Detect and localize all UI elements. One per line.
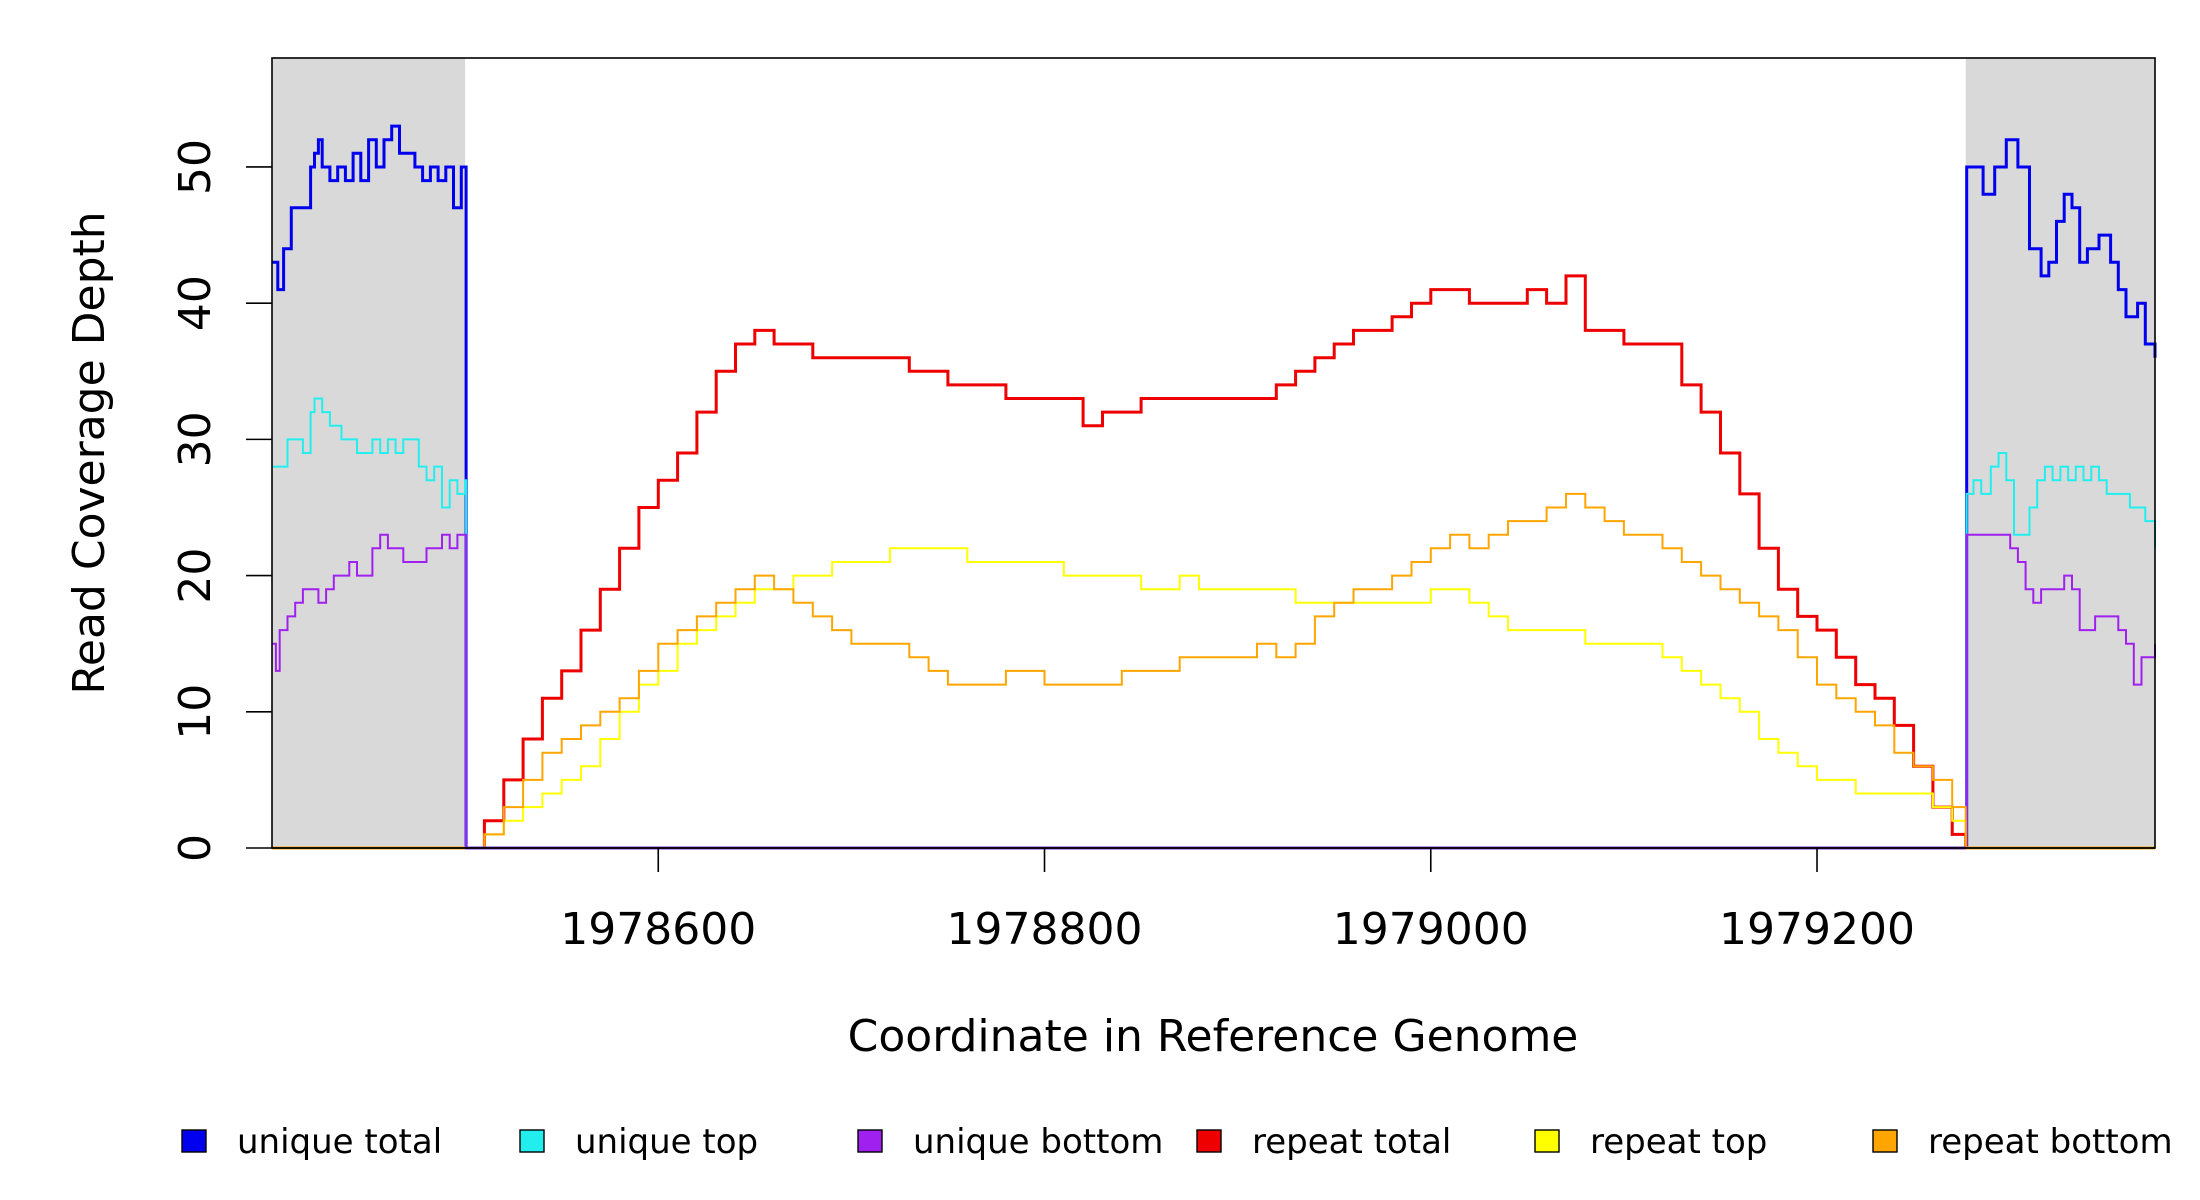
legend-swatch-repeat-total <box>1196 1129 1222 1153</box>
plot-frame <box>271 57 2156 849</box>
legend-swatch-unique-total <box>181 1129 207 1153</box>
shaded-regions <box>272 58 2155 848</box>
y-tick-label: 50 <box>170 139 221 195</box>
legend-label-repeat-top: repeat top <box>1590 1122 1767 1162</box>
x-axis: 1978600 1978800 1979000 1979200 <box>272 847 2155 955</box>
legend-swatch-unique-bottom <box>857 1129 883 1153</box>
x-tick-label: 1978600 <box>560 904 756 955</box>
shaded-region-2 <box>1965 58 2155 848</box>
series-lines <box>272 124 2157 850</box>
x-axis-title: Coordinate in Reference Genome <box>848 1011 1579 1062</box>
series-line-repeat-bottom <box>465 492 1967 849</box>
y-axis: 0 10 20 30 40 50 <box>170 139 272 862</box>
legend-label-unique-bottom: unique bottom <box>913 1122 1163 1162</box>
x-tick-label: 1979000 <box>1333 904 1529 955</box>
legend-swatch-repeat-top <box>1534 1129 1560 1153</box>
legend-swatch-unique-top <box>519 1129 545 1153</box>
legend-label-repeat-total: repeat total <box>1252 1122 1451 1162</box>
y-tick-label: 10 <box>170 684 221 740</box>
y-tick-label: 30 <box>170 411 221 467</box>
legend-swatch-repeat-bottom <box>1872 1129 1898 1153</box>
series-line-unique-total <box>272 124 2157 850</box>
y-axis-title: Read Coverage Depth <box>64 211 115 694</box>
x-tick-label: 1979200 <box>1719 904 1915 955</box>
legend-label-unique-total: unique total <box>237 1122 442 1162</box>
legend: unique total unique top unique bottom repea… <box>181 1122 2173 1162</box>
legend-label-unique-top: unique top <box>575 1122 758 1162</box>
x-tick-label: 1978800 <box>947 904 1143 955</box>
series-line-unique-bottom <box>272 533 2156 849</box>
y-tick-label: 40 <box>170 275 221 331</box>
series-line-repeat-total <box>465 274 1968 850</box>
y-tick-label: 20 <box>170 548 221 604</box>
series-line-unique-top <box>272 397 2156 849</box>
y-tick-label: 0 <box>170 834 221 862</box>
legend-label-repeat-bottom: repeat bottom <box>1928 1122 2173 1162</box>
